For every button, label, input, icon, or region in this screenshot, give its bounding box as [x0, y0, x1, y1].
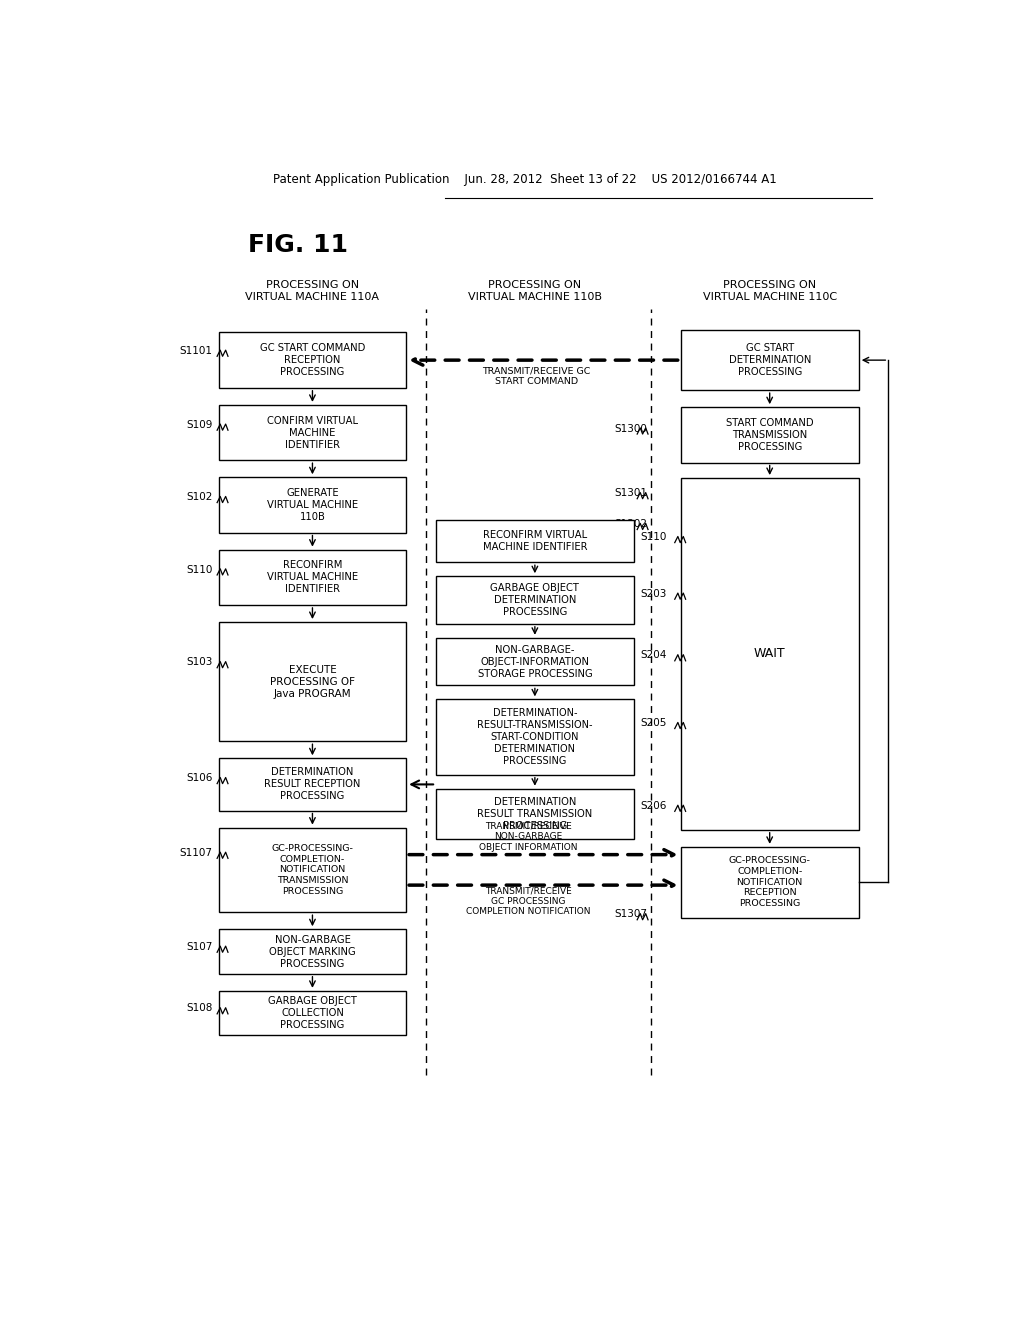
Text: NON-GARBAGE
OBJECT MARKING
PROCESSING: NON-GARBAGE OBJECT MARKING PROCESSING: [269, 935, 355, 969]
Bar: [219, 333, 407, 388]
Text: GC START
DETERMINATION
PROCESSING: GC START DETERMINATION PROCESSING: [728, 343, 811, 378]
Text: Patent Application Publication    Jun. 28, 2012  Sheet 13 of 22    US 2012/01667: Patent Application Publication Jun. 28, …: [273, 173, 776, 186]
Text: GARBAGE OBJECT
DETERMINATION
PROCESSING: GARBAGE OBJECT DETERMINATION PROCESSING: [490, 583, 580, 616]
Bar: [219, 929, 407, 974]
Text: GC-PROCESSING-
COMPLETION-
NOTIFICATION
TRANSMISSION
PROCESSING: GC-PROCESSING- COMPLETION- NOTIFICATION …: [271, 843, 353, 896]
Text: GENERATE
VIRTUAL MACHINE
110B: GENERATE VIRTUAL MACHINE 110B: [267, 488, 358, 521]
Text: S204: S204: [640, 651, 667, 660]
Text: START COMMAND
TRANSMISSION
PROCESSING: START COMMAND TRANSMISSION PROCESSING: [726, 418, 813, 451]
Text: S203: S203: [640, 589, 667, 599]
Bar: [681, 478, 859, 830]
Text: WAIT: WAIT: [754, 647, 785, 660]
Text: PROCESSING ON
VIRTUAL MACHINE 110A: PROCESSING ON VIRTUAL MACHINE 110A: [246, 280, 380, 302]
Bar: [219, 828, 407, 912]
Text: S205: S205: [640, 718, 667, 729]
Text: FIG. 11: FIG. 11: [248, 232, 348, 256]
Text: CONFIRM VIRTUAL
MACHINE
IDENTIFIER: CONFIRM VIRTUAL MACHINE IDENTIFIER: [267, 416, 358, 450]
Bar: [219, 991, 407, 1035]
Text: S107: S107: [186, 942, 212, 952]
Text: PROCESSING ON
VIRTUAL MACHINE 110C: PROCESSING ON VIRTUAL MACHINE 110C: [702, 280, 837, 302]
Text: TRANSMIT/RECEIVE GC
START COMMAND: TRANSMIT/RECEIVE GC START COMMAND: [482, 367, 591, 385]
Bar: [219, 758, 407, 810]
Text: TRANSMIT/RECEIVE
NON-GARBAGE
OBJECT INFORMATION: TRANSMIT/RECEIVE NON-GARBAGE OBJECT INFO…: [479, 822, 578, 851]
Bar: [219, 622, 407, 742]
Bar: [436, 700, 634, 775]
Text: NON-GARBAGE-
OBJECT-INFORMATION
STORAGE PROCESSING: NON-GARBAGE- OBJECT-INFORMATION STORAGE …: [477, 644, 592, 678]
Text: S1301: S1301: [614, 488, 647, 499]
Bar: [681, 407, 859, 462]
Text: S109: S109: [186, 420, 212, 430]
Text: S1107: S1107: [179, 847, 212, 858]
Text: GARBAGE OBJECT
COLLECTION
PROCESSING: GARBAGE OBJECT COLLECTION PROCESSING: [268, 997, 357, 1030]
Text: DETERMINATION
RESULT TRANSMISSION
PROCESSING: DETERMINATION RESULT TRANSMISSION PROCES…: [477, 797, 593, 830]
Text: S1307: S1307: [614, 909, 647, 920]
Text: DETERMINATION-
RESULT-TRANSMISSION-
START-CONDITION
DETERMINATION
PROCESSING: DETERMINATION- RESULT-TRANSMISSION- STAR…: [477, 708, 593, 766]
Text: EXECUTE
PROCESSING OF
Java PROGRAM: EXECUTE PROCESSING OF Java PROGRAM: [270, 664, 355, 698]
Text: S1101: S1101: [179, 346, 212, 356]
Bar: [681, 330, 859, 391]
Text: S102: S102: [186, 492, 212, 502]
Text: S103: S103: [186, 657, 212, 668]
Text: GC-PROCESSING-
COMPLETION-
NOTIFICATION
RECEPTION
PROCESSING: GC-PROCESSING- COMPLETION- NOTIFICATION …: [729, 857, 811, 908]
Text: GC START COMMAND
RECEPTION
PROCESSING: GC START COMMAND RECEPTION PROCESSING: [260, 343, 366, 378]
Bar: [436, 576, 634, 624]
Text: RECONFIRM VIRTUAL
MACHINE IDENTIFIER: RECONFIRM VIRTUAL MACHINE IDENTIFIER: [482, 531, 587, 552]
Text: S108: S108: [186, 1003, 212, 1014]
Bar: [436, 638, 634, 685]
Bar: [436, 520, 634, 562]
Text: S110: S110: [186, 565, 212, 574]
Text: S1300: S1300: [614, 424, 647, 434]
Text: TRANSMIT/RECEIVE
GC PROCESSING
COMPLETION NOTIFICATION: TRANSMIT/RECEIVE GC PROCESSING COMPLETIO…: [466, 887, 591, 916]
Bar: [219, 478, 407, 533]
Bar: [681, 847, 859, 917]
Bar: [436, 788, 634, 838]
Text: RECONFIRM
VIRTUAL MACHINE
IDENTIFIER: RECONFIRM VIRTUAL MACHINE IDENTIFIER: [267, 560, 358, 594]
Text: S110: S110: [640, 532, 667, 543]
Text: DETERMINATION
RESULT RECEPTION
PROCESSING: DETERMINATION RESULT RECEPTION PROCESSIN…: [264, 767, 360, 801]
Text: S206: S206: [640, 801, 667, 810]
Bar: [219, 549, 407, 605]
Text: S106: S106: [186, 774, 212, 783]
Text: PROCESSING ON
VIRTUAL MACHINE 110B: PROCESSING ON VIRTUAL MACHINE 110B: [468, 280, 602, 302]
Bar: [219, 405, 407, 461]
Text: S1302: S1302: [614, 519, 647, 529]
